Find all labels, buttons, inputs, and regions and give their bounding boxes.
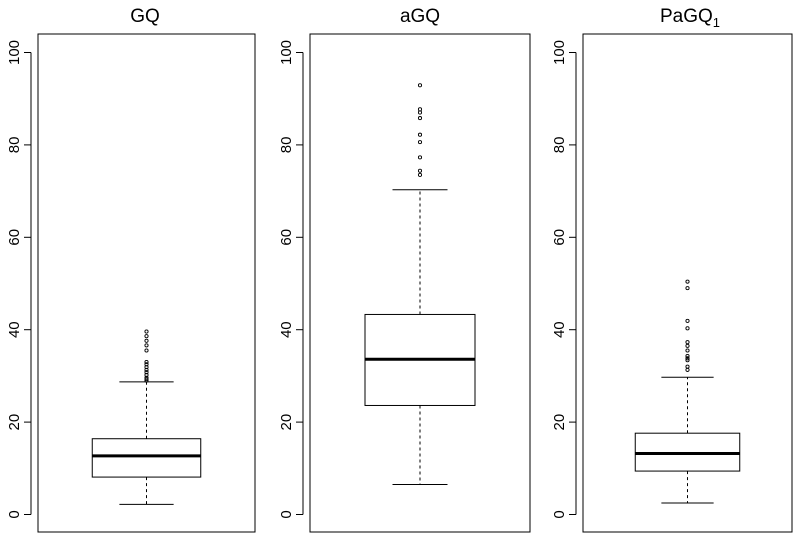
outlier-point-pagq1-6: [685, 343, 690, 348]
outlier-point-pagq1-11: [685, 279, 690, 284]
outlier-point-pagq1-8: [685, 326, 690, 331]
y-tick-label-pagq1-40: 40: [551, 321, 568, 338]
y-tick-label-gq-20: 20: [6, 414, 23, 431]
outlier-point-pagq1-4: [685, 353, 690, 359]
y-tick-label-gq-100: 100: [6, 40, 23, 65]
outlier-point-pagq1-0: [685, 367, 690, 372]
outlier-point-pagq1-10: [685, 286, 690, 291]
outlier-point-gq-7: [144, 362, 149, 367]
panel-pagq1: PaGQ1 0 20 40 60 80 100: [551, 6, 793, 533]
y-tick-label-pagq1-100: 100: [551, 40, 568, 65]
outlier-point-agq-8: [417, 83, 423, 88]
outlier-point-gq-10: [144, 343, 149, 348]
y-tick-label-gq-0: 0: [6, 510, 23, 518]
y-tick-label-gq-60: 60: [6, 229, 23, 246]
outlier-point-agq-3: [417, 140, 423, 145]
outlier-point-agq-7: [417, 107, 423, 112]
outlier-point-gq-9: [144, 348, 149, 353]
outlier-point-agq-5: [417, 116, 423, 121]
y-tick-label-agq-100: 100: [278, 40, 295, 65]
outlier-point-pagq1-7: [685, 340, 690, 345]
outlier-point-pagq1-1: [685, 364, 690, 369]
outlier-point-gq-12: [144, 334, 149, 339]
outlier-point-agq-1: [417, 168, 423, 173]
outlier-point-gq-11: [144, 338, 149, 343]
y-tick-label-agq-40: 40: [278, 321, 295, 338]
outlier-point-pagq1-2: [685, 358, 690, 363]
y-axis-pagq1: 0 20 40 60 80 100: [551, 40, 577, 519]
panel-title-pagq1: PaGQ1: [660, 6, 720, 30]
panel-title-agq: aGQ: [400, 6, 440, 27]
y-tick-label-pagq1-80: 80: [551, 137, 568, 154]
y-tick-label-agq-20: 20: [278, 414, 295, 431]
panel-agq: aGQ 0 20 40 60 80 100: [278, 6, 531, 533]
y-tick-label-pagq1-60: 60: [551, 229, 568, 246]
outlier-point-gq-13: [144, 329, 149, 334]
plot-frame-gq: [37, 33, 256, 533]
outlier-point-gq-8: [144, 359, 149, 365]
y-tick-label-gq-80: 80: [6, 137, 23, 154]
outlier-point-pagq1-9: [685, 318, 690, 323]
outlier-point-agq-0: [417, 172, 423, 177]
plot-frame-agq: [309, 33, 531, 533]
panel-gq: GQ 0 20 40 60 80 100: [6, 6, 256, 533]
outlier-point-agq-6: [417, 110, 423, 115]
iqr-box-gq: [91, 438, 202, 478]
outlier-point-agq-4: [417, 132, 423, 137]
y-axis-gq: 0 20 40 60 80 100: [6, 40, 32, 519]
outlier-point-gq-1: [144, 377, 149, 382]
outlier-point-pagq1-3: [685, 356, 690, 361]
y-tick-label-agq-60: 60: [278, 229, 295, 246]
plot-frame-pagq1: [582, 33, 793, 533]
y-tick-label-gq-40: 40: [6, 321, 23, 338]
panel-title-gq: GQ: [130, 6, 160, 27]
outlier-point-gq-4: [144, 370, 149, 375]
outlier-point-agq-2: [417, 155, 423, 160]
y-tick-label-pagq1-20: 20: [551, 414, 568, 431]
y-tick-label-agq-0: 0: [278, 510, 295, 518]
y-tick-label-pagq1-0: 0: [551, 510, 568, 518]
y-axis-agq: 0 20 40 60 80 100: [278, 40, 304, 519]
y-tick-label-agq-80: 80: [278, 137, 295, 154]
outlier-point-pagq1-5: [685, 348, 690, 353]
